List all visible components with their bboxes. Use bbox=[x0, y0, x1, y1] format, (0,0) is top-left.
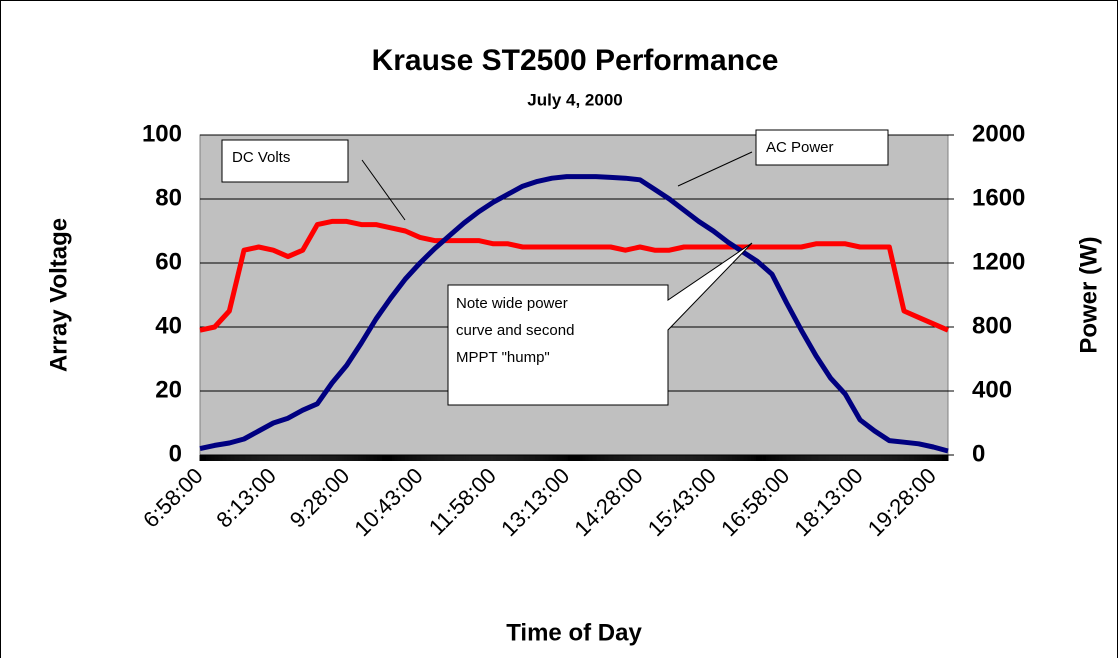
y2-tick-label: 1600 bbox=[972, 184, 1025, 211]
data-line bbox=[199, 174, 949, 454]
annotation-box bbox=[221, 139, 349, 183]
annotation: Note wide power bbox=[456, 295, 568, 312]
annotation-box bbox=[755, 129, 889, 166]
callout-line bbox=[677, 151, 753, 187]
x-axis-title: Time of Day bbox=[506, 619, 642, 646]
annotation-box bbox=[447, 242, 753, 406]
chart-subtitle: July 4, 2000 bbox=[527, 90, 622, 109]
annotation: MPPT "hump" bbox=[456, 349, 550, 366]
y2-tick-label: 2000 bbox=[972, 120, 1025, 147]
y-tick-label: 60 bbox=[155, 248, 182, 275]
y2-tick-label: 400 bbox=[972, 376, 1012, 403]
y2-axis-title: Power (W) bbox=[1075, 236, 1102, 353]
data-line bbox=[199, 218, 949, 333]
y2-tick-label: 1200 bbox=[972, 248, 1025, 275]
y-tick-label: 40 bbox=[155, 312, 182, 339]
annotation: DC Volts bbox=[232, 149, 290, 166]
y-tick-label: 20 bbox=[155, 376, 182, 403]
annotation: AC Power bbox=[766, 139, 834, 156]
callout-line bbox=[361, 159, 406, 221]
y-tick-label: 80 bbox=[155, 184, 182, 211]
y-axis-title: Array Voltage bbox=[45, 218, 72, 372]
y2-tick-label: 0 bbox=[972, 440, 985, 467]
annotation: curve and second bbox=[456, 322, 574, 339]
y2-tick-label: 800 bbox=[972, 312, 1012, 339]
chart-title: Krause ST2500 Performance bbox=[372, 44, 779, 77]
y-tick-label: 0 bbox=[169, 440, 182, 467]
y-tick-label: 100 bbox=[142, 120, 182, 147]
